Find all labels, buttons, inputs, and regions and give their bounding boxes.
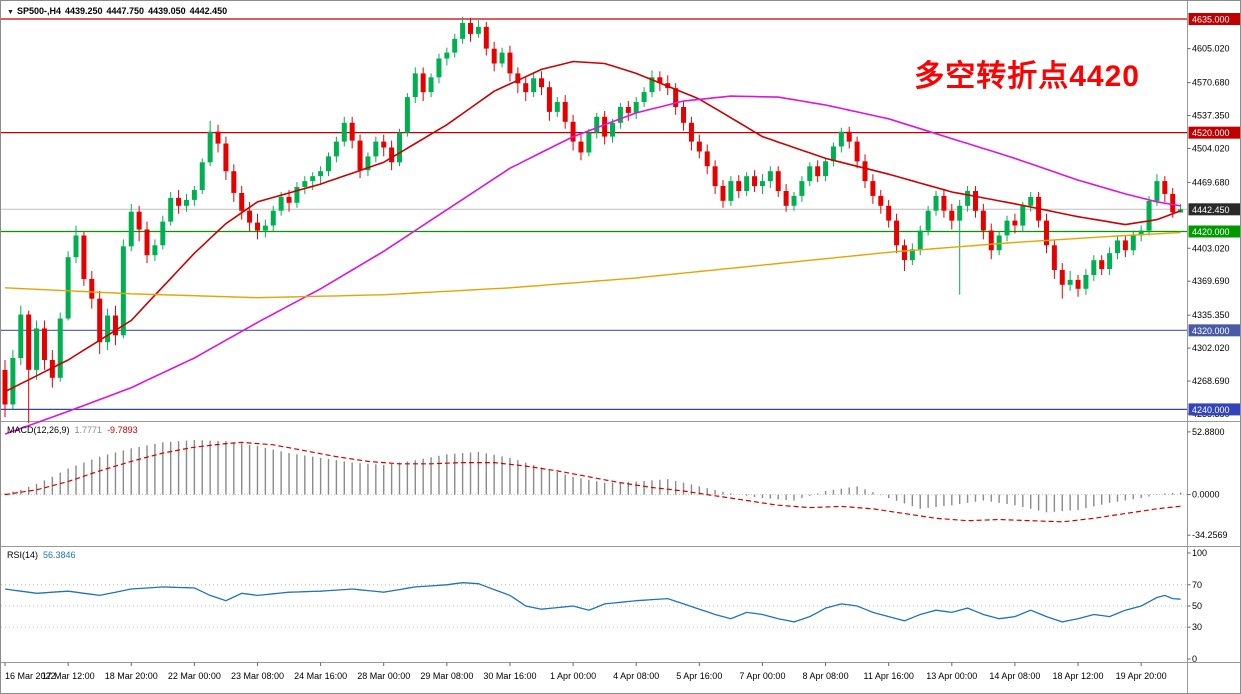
ohlc-low: 4439.050 — [148, 6, 186, 16]
level-box — [1188, 324, 1240, 337]
symbol-dropdown-icon[interactable]: ▼ — [7, 9, 14, 16]
time-tick-label: 17 Mar 12:00 — [42, 671, 95, 681]
macd-histogram — [4, 440, 1182, 513]
ma-slow-line — [4, 231, 1181, 299]
macd-name: MACD(12,26,9) — [7, 425, 70, 435]
level-box — [1188, 403, 1240, 416]
time-tick-label: 13 Apr 00:00 — [926, 671, 977, 681]
macd-value: 1.7771 — [74, 425, 103, 435]
time-tick-label: 11 Apr 16:00 — [863, 671, 913, 681]
rsi-tick-label: 100 — [1192, 548, 1207, 558]
price-axis: 4605.020 4570.680 4537.350 4504.020 4469.680… — [1187, 13, 1240, 419]
level-label: 4320.000 — [1192, 326, 1230, 336]
macd-signal-line — [4, 441, 1181, 523]
price-tick-label: 4605.020 — [1192, 44, 1230, 54]
time-tick-label: 7 Apr 00:00 — [739, 671, 785, 681]
rsi-tick-label: 30 — [1192, 622, 1202, 632]
price-tick-label: 4302.020 — [1192, 343, 1230, 353]
macd-signal-value: -9.7893 — [107, 425, 138, 435]
macd-axis: 52.8800 0.0000 -34.2569 — [1187, 427, 1228, 540]
rsi-tick-label: 70 — [1192, 580, 1202, 590]
time-tick-label: 4 Apr 08:00 — [613, 671, 659, 681]
rsi-tick-label: 50 — [1192, 601, 1202, 611]
time-tick-label: 23 Mar 08:00 — [231, 671, 284, 681]
time-tick-label: 28 Mar 00:00 — [357, 671, 410, 681]
rsi-level-lines — [1, 584, 1187, 628]
time-tick-label: 22 Mar 00:00 — [168, 671, 221, 681]
time-tick-label: 19 Apr 20:00 — [1116, 671, 1167, 681]
time-tick-label: 24 Mar 16:00 — [294, 671, 347, 681]
macd-tick-label: -34.2569 — [1192, 530, 1228, 540]
ohlc-close: 4442.450 — [189, 6, 228, 16]
macd-indicator-label: MACD(12,26,9) 1.7771 -9.7893 — [7, 425, 143, 435]
level-label: 4635.000 — [1192, 15, 1230, 25]
level-box — [1188, 13, 1240, 25]
rsi-value: 56.3846 — [43, 550, 76, 560]
time-tick-label: 18 Apr 12:00 — [1053, 671, 1104, 681]
macd-tick-label: 0.0000 — [1192, 490, 1220, 500]
ma-mid-line — [4, 95, 1181, 435]
time-tick-label: 1 Apr 00:00 — [550, 671, 596, 681]
price-tick-label: 4504.020 — [1192, 143, 1230, 153]
annotation-text: 多空转折点4420 — [914, 60, 1140, 93]
time-tick-label: 14 Apr 08:00 — [989, 671, 1040, 681]
ohlc-open: 4439.250 — [64, 6, 103, 16]
ohlc-high: 4447.750 — [106, 6, 145, 16]
time-tick-label: 8 Apr 08:00 — [803, 671, 849, 681]
time-tick-label: 16 Mar 2022 — [5, 671, 56, 681]
level-box — [1188, 126, 1240, 139]
time-tick-label: 18 Mar 20:00 — [105, 671, 158, 681]
price-tick-label: 4403.020 — [1192, 243, 1230, 253]
price-tick-label: 4537.350 — [1192, 111, 1230, 121]
rsi-name: RSI(14) — [7, 550, 39, 560]
time-tick-label: 29 Mar 08:00 — [420, 671, 473, 681]
symbol-info-bar: ▼ SP500-,H4 4439.250 4447.750 4439.050 4442.4… — [7, 6, 231, 16]
price-tick-label: 4570.680 — [1192, 78, 1230, 88]
price-tick-label: 4268.690 — [1192, 376, 1230, 386]
price-tick-label: 4369.690 — [1192, 276, 1230, 286]
current-price-label: 4442.450 — [1192, 205, 1230, 215]
current-price-box — [1188, 203, 1240, 216]
time-tick-label: 5 Apr 16:00 — [676, 671, 722, 681]
level-label: 4520.000 — [1192, 128, 1230, 138]
horizontal-level-lines[interactable] — [1, 18, 1187, 411]
ma-fast-line — [4, 60, 1181, 393]
price-tick-label: 4469.680 — [1192, 177, 1230, 187]
level-box — [1188, 225, 1240, 238]
level-label: 4420.000 — [1192, 227, 1230, 237]
rsi-indicator-label: RSI(14) 56.3846 — [7, 550, 81, 560]
macd-tick-label: 52.8800 — [1192, 427, 1225, 437]
price-tick-label: 4335.350 — [1192, 310, 1230, 320]
time-tick-label: 30 Mar 16:00 — [483, 671, 536, 681]
rsi-tick-label: 0 — [1192, 654, 1197, 664]
level-label: 4240.000 — [1192, 405, 1230, 415]
rsi-line — [4, 582, 1181, 623]
symbol-title: SP500-,H4 — [16, 6, 61, 16]
rsi-axis: 100 70 50 30 0 — [1187, 548, 1207, 664]
